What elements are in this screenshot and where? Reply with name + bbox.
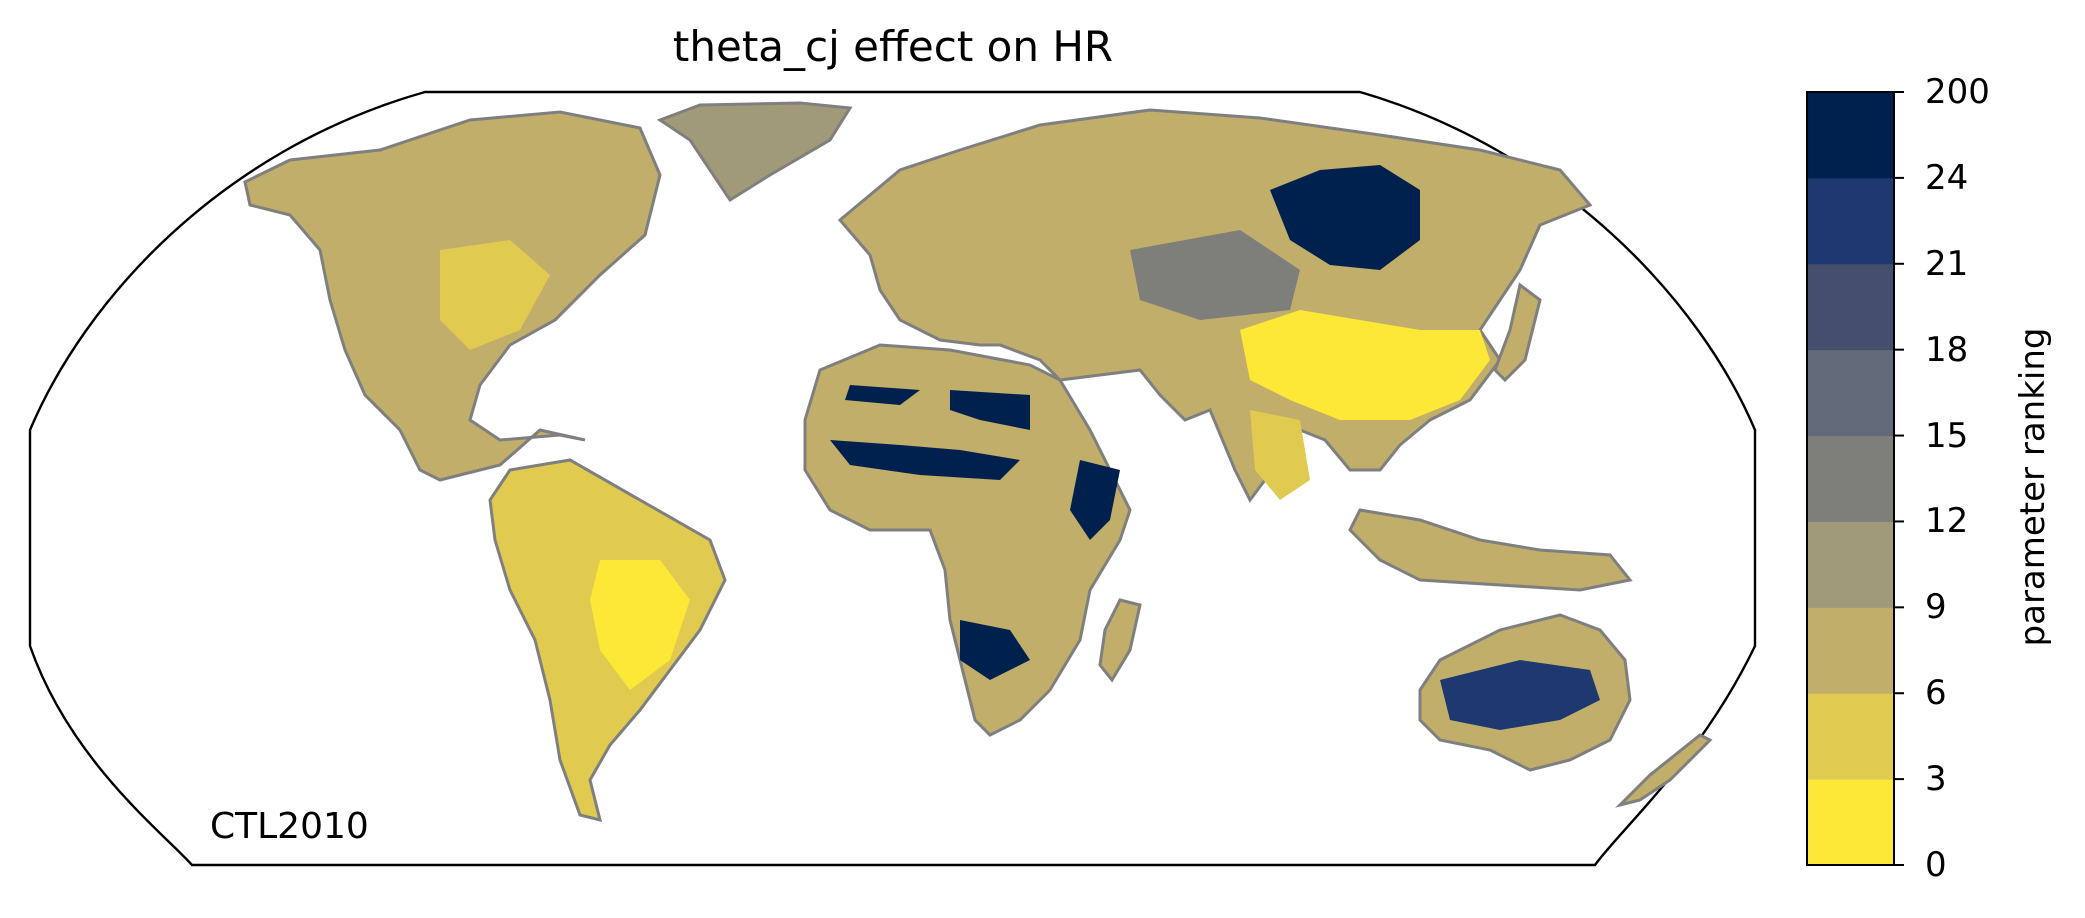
patch-sahel-high-rank bbox=[830, 440, 1020, 480]
colorbar-band bbox=[1807, 435, 1894, 522]
colorbar-band bbox=[1807, 607, 1894, 694]
run-label: CTL2010 bbox=[210, 806, 369, 847]
patch-east-us-low-rank bbox=[440, 240, 550, 350]
patch-central-asia-mid-rank bbox=[1130, 230, 1300, 320]
colorbar-tick-label: 24 bbox=[1925, 157, 1969, 198]
colorbar-frame bbox=[1806, 91, 1895, 866]
colorbar-tick-label: 21 bbox=[1925, 243, 1969, 284]
chart-title: theta_cj effect on HR bbox=[672, 22, 1114, 71]
colorbar-ticks bbox=[1894, 91, 1904, 866]
colorbar-tick-label: 9 bbox=[1925, 587, 1947, 628]
colorbar-band bbox=[1807, 263, 1894, 351]
africa bbox=[803, 343, 1132, 737]
patch-sahara-high-rank-2 bbox=[950, 390, 1030, 430]
colorbar-bands bbox=[1807, 92, 1894, 866]
colorbar-band bbox=[1807, 92, 1894, 179]
japan bbox=[1493, 282, 1542, 383]
patch-siberia-high-rank bbox=[1270, 165, 1420, 270]
colorbar-band bbox=[1807, 177, 1894, 265]
patch-china-low-rank bbox=[1240, 310, 1490, 420]
patch-indochina-low-rank bbox=[1250, 410, 1310, 500]
colorbar-tick-label: 18 bbox=[1925, 329, 1969, 370]
colorbar-tick-label: 200 bbox=[1925, 72, 1990, 112]
world-map bbox=[28, 90, 1757, 867]
colorbar-band bbox=[1807, 779, 1894, 866]
new-zealand bbox=[1615, 733, 1713, 808]
colorbar-tick-label: 0 bbox=[1925, 845, 1947, 885]
southeast-asia-islands bbox=[1348, 508, 1633, 592]
patch-brazil-low-rank bbox=[590, 560, 690, 690]
ranking-patches bbox=[440, 165, 1600, 730]
colorbar-tick-label: 6 bbox=[1925, 673, 1947, 714]
patch-australia-high-rank bbox=[1440, 660, 1600, 730]
patch-east-africa-high-rank bbox=[1070, 460, 1120, 540]
colorbar-band bbox=[1807, 521, 1894, 608]
greenland bbox=[656, 101, 853, 203]
colorbar-tick-label: 12 bbox=[1925, 501, 1969, 542]
patch-sahara-high-rank-1 bbox=[845, 385, 920, 405]
patch-southern-africa-high-rank bbox=[960, 620, 1030, 680]
colorbar-tick-label: 15 bbox=[1925, 415, 1969, 456]
colorbar-band bbox=[1807, 693, 1894, 780]
colorbar-tick-label: 3 bbox=[1925, 759, 1947, 800]
colorbar-title: parameter ranking bbox=[2013, 327, 2053, 647]
madagascar bbox=[1098, 598, 1142, 683]
colorbar-band bbox=[1807, 349, 1894, 437]
